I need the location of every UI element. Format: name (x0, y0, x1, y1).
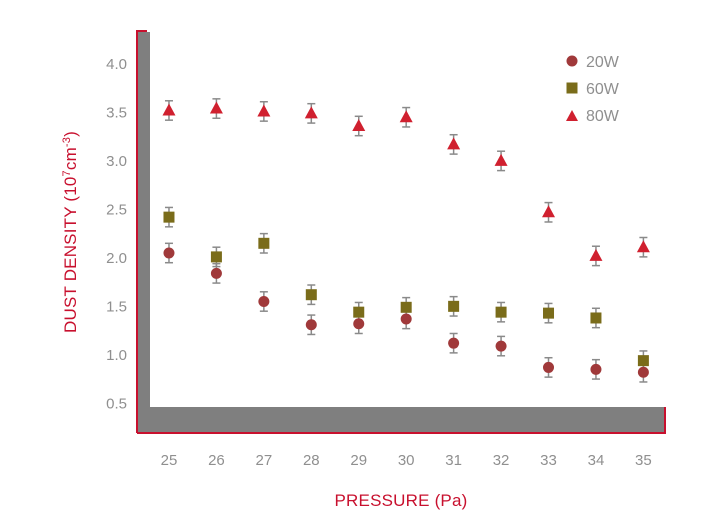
data-point-circle (543, 361, 555, 373)
legend-marker-circle (566, 55, 578, 67)
x-axis-band (138, 407, 665, 432)
data-point-triangle (257, 104, 271, 117)
data-point-square (163, 211, 175, 223)
data-point-circle (495, 340, 507, 352)
x-tick-label: 27 (256, 452, 273, 469)
data-point-circle (163, 247, 175, 259)
y-tick-label: 1.0 (106, 347, 127, 364)
legend-label-60w: 60W (586, 81, 620, 98)
x-tick-label: 26 (208, 452, 225, 469)
y-tick-label: 4.0 (106, 56, 127, 73)
data-point-circle (210, 267, 222, 279)
x-tick-label: 35 (635, 452, 652, 469)
plot-frame (136, 30, 666, 434)
data-point-square (400, 301, 412, 313)
x-tick-label: 32 (493, 452, 510, 469)
y-tick-label: 2.0 (106, 250, 127, 267)
data-point-square (590, 312, 602, 324)
y-tick-labels: 0.5 1.0 1.5 2.0 2.5 3.0 3.5 4.0 (106, 56, 127, 412)
y-tick-label: 3.5 (106, 104, 127, 121)
data-markers (162, 101, 650, 378)
y-tick-label: 3.0 (106, 153, 127, 170)
x-tick-label: 33 (540, 452, 557, 469)
data-point-circle (590, 363, 602, 375)
data-point-triangle (636, 240, 650, 253)
data-point-circle (400, 313, 412, 325)
legend-label-80w: 80W (586, 108, 620, 125)
legend-marker-square (566, 82, 578, 94)
y-axis-title-sup2: -3 (61, 137, 73, 147)
data-point-square (448, 300, 460, 312)
y-tick-label: 0.5 (106, 395, 127, 412)
y-axis-title-mid: cm (61, 147, 80, 170)
y-tick-label: 2.5 (106, 201, 127, 218)
data-point-triangle (589, 248, 603, 261)
data-point-square (353, 306, 365, 318)
legend-item-80w: 80W (566, 108, 620, 125)
error-bars (164, 98, 648, 383)
y-tick-label: 1.5 (106, 298, 127, 315)
data-point-circle (353, 318, 365, 330)
data-point-square (637, 355, 649, 367)
data-point-square (258, 237, 270, 249)
y-axis-title-main: DUST DENSITY (10 (61, 176, 80, 333)
legend-label-20w: 20W (586, 54, 620, 71)
data-point-triangle (494, 153, 508, 166)
data-point-circle (258, 295, 270, 307)
y-axis-title-sup1: 7 (61, 170, 73, 176)
x-tick-label: 30 (398, 452, 415, 469)
data-point-circle (448, 337, 460, 349)
data-point-triangle (162, 103, 176, 116)
y-axis-title-end: ) (61, 131, 80, 137)
legend-marker-triangle (566, 110, 578, 121)
data-point-triangle (304, 106, 318, 119)
legend-item-20w: 20W (566, 54, 620, 71)
y-axis-band (138, 32, 150, 432)
data-point-square (305, 289, 317, 301)
x-axis-title: PRESSURE (Pa) (335, 491, 468, 510)
svg-text:DUST DENSITY (107cm-3): DUST DENSITY (107cm-3) (61, 131, 80, 333)
data-point-triangle (352, 118, 366, 131)
data-point-triangle (399, 110, 413, 123)
data-point-square (543, 307, 555, 319)
x-tick-labels: 25 26 27 28 29 30 31 32 33 34 35 (161, 452, 652, 469)
x-tick-label: 31 (445, 452, 462, 469)
legend: 20W 60W 80W (566, 54, 620, 125)
x-tick-label: 29 (350, 452, 367, 469)
legend-item-60w: 60W (566, 81, 620, 98)
x-tick-label: 28 (303, 452, 320, 469)
data-point-square (495, 306, 507, 318)
data-point-circle (637, 366, 649, 378)
data-point-circle (305, 319, 317, 331)
data-point-triangle (447, 137, 461, 150)
data-point-triangle (209, 101, 223, 114)
x-tick-label: 25 (161, 452, 178, 469)
data-point-triangle (542, 205, 556, 218)
data-point-square (210, 251, 222, 263)
x-tick-label: 34 (588, 452, 605, 469)
y-axis-title: DUST DENSITY (107cm-3) (61, 131, 80, 333)
